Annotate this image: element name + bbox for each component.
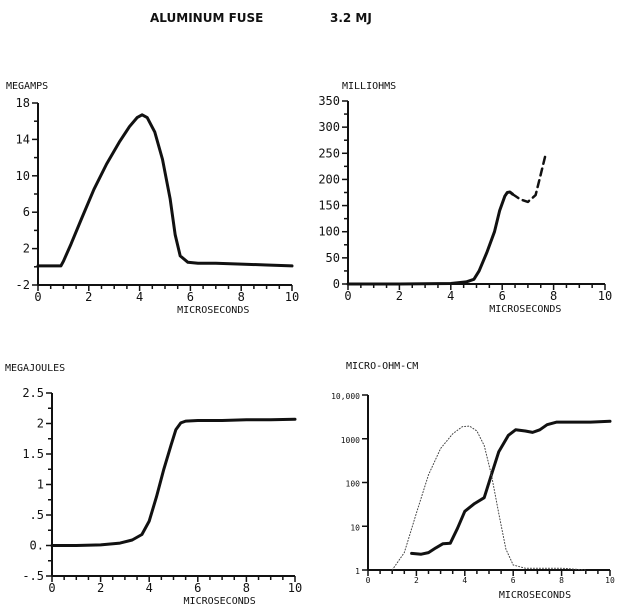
y-axis-label: MEGAMPS bbox=[6, 81, 48, 92]
y-tick-label: 18 bbox=[16, 96, 30, 110]
series-line-solid bbox=[36, 113, 294, 268]
x-tick-label: 8 bbox=[550, 289, 557, 303]
x-tick-label: 10 bbox=[598, 289, 612, 303]
chart-panel-bottom-left: 0 2 4 6 8 10 -.5 0. .5 1 1.5 2 2.5 MEGAJOULES MICROSEC… bbox=[5, 363, 302, 607]
x-axis-label: MICROSECONDS bbox=[177, 305, 249, 316]
y-tick-label: 1000 bbox=[341, 436, 360, 445]
y-axis-label: MILLIOHMS bbox=[342, 81, 396, 92]
series-line-solid bbox=[50, 417, 297, 547]
x-tick-label: 8 bbox=[238, 290, 245, 304]
y-tick-label: 100 bbox=[346, 480, 361, 489]
y-tick-label: -.5 bbox=[22, 569, 44, 583]
y-tick-label: 250 bbox=[318, 146, 340, 160]
y-tick-label: 300 bbox=[318, 120, 340, 134]
y-tick-label: 6 bbox=[23, 205, 30, 219]
y-tick-label: 150 bbox=[318, 199, 340, 213]
y-tick-label: 10 bbox=[350, 523, 360, 532]
x-tick-label: 10 bbox=[285, 290, 299, 304]
x-tick-label: 8 bbox=[243, 581, 250, 595]
figure-title: ALUMINUM FUSE bbox=[150, 11, 263, 25]
series-line-dashed bbox=[511, 152, 548, 204]
x-tick-label: 2 bbox=[85, 290, 92, 304]
x-tick-label: 4 bbox=[447, 289, 454, 303]
figure-energy: 3.2 MJ bbox=[330, 11, 372, 25]
x-tick-label: 6 bbox=[499, 289, 506, 303]
y-tick-label: 100 bbox=[318, 225, 340, 239]
y-tick-label: -2 bbox=[16, 278, 30, 292]
y-tick-label: 1 bbox=[37, 478, 44, 492]
y-axis-label: MEGAJOULES bbox=[5, 363, 65, 374]
series-line-solid bbox=[410, 419, 612, 556]
y-tick-label: 50 bbox=[326, 251, 340, 265]
x-tick-label: 6 bbox=[511, 576, 516, 585]
y-tick-label: 200 bbox=[318, 172, 340, 186]
x-tick-label: 0 bbox=[366, 576, 371, 585]
y-tick-label: 2 bbox=[23, 242, 30, 256]
x-axis-label: MICROSECONDS bbox=[184, 596, 256, 607]
y-tick-label: 10 bbox=[16, 169, 30, 183]
x-tick-label: 2 bbox=[414, 576, 419, 585]
y-tick-label: 1.5 bbox=[22, 447, 44, 461]
x-tick-label: 2 bbox=[396, 289, 403, 303]
x-tick-label: 0 bbox=[34, 290, 41, 304]
x-tick-label: 4 bbox=[462, 576, 467, 585]
x-axis-label: MICROSECONDS bbox=[489, 304, 561, 315]
x-tick-label: 8 bbox=[559, 576, 564, 585]
y-tick-label: 0. bbox=[30, 539, 44, 553]
y-tick-label: 1 bbox=[355, 567, 360, 576]
x-tick-label: 6 bbox=[194, 581, 201, 595]
x-tick-label: 10 bbox=[605, 576, 615, 585]
y-tick-label: 10,000 bbox=[331, 392, 360, 401]
x-tick-label: 4 bbox=[146, 581, 153, 595]
chart-panel-top-left: 0 2 4 6 8 10 -2 2 6 10 14 18 MEGAMPS MICROSECONDS bbox=[6, 81, 299, 316]
y-tick-label: .5 bbox=[30, 508, 44, 522]
y-tick-label: 2.5 bbox=[22, 386, 44, 400]
y-tick-label: 2 bbox=[37, 417, 44, 431]
y-tick-label: 14 bbox=[16, 132, 30, 146]
x-axis-label: MICROSECONDS bbox=[499, 590, 571, 601]
x-tick-label: 6 bbox=[187, 290, 194, 304]
series-line-solid bbox=[346, 190, 514, 286]
x-tick-label: 10 bbox=[288, 581, 302, 595]
y-tick-label: 0 bbox=[333, 277, 340, 291]
chart-panel-top-right: 0 2 4 6 8 10050100150200250300350MILLIOHMSMIC… bbox=[318, 81, 612, 315]
chart-panel-bottom-right: 0 2 4 6 8 10 1 10 100 1000 10,000 MICRO-OHM-CM MICRO… bbox=[331, 361, 615, 601]
x-tick-label: 2 bbox=[97, 581, 104, 595]
x-tick-label: 4 bbox=[136, 290, 143, 304]
x-tick-label: 0 bbox=[344, 289, 351, 303]
y-axis-label: MICRO-OHM-CM bbox=[346, 361, 418, 372]
series-line-dotted bbox=[391, 425, 587, 571]
x-tick-label: 0 bbox=[48, 581, 55, 595]
y-tick-label: 350 bbox=[318, 94, 340, 108]
